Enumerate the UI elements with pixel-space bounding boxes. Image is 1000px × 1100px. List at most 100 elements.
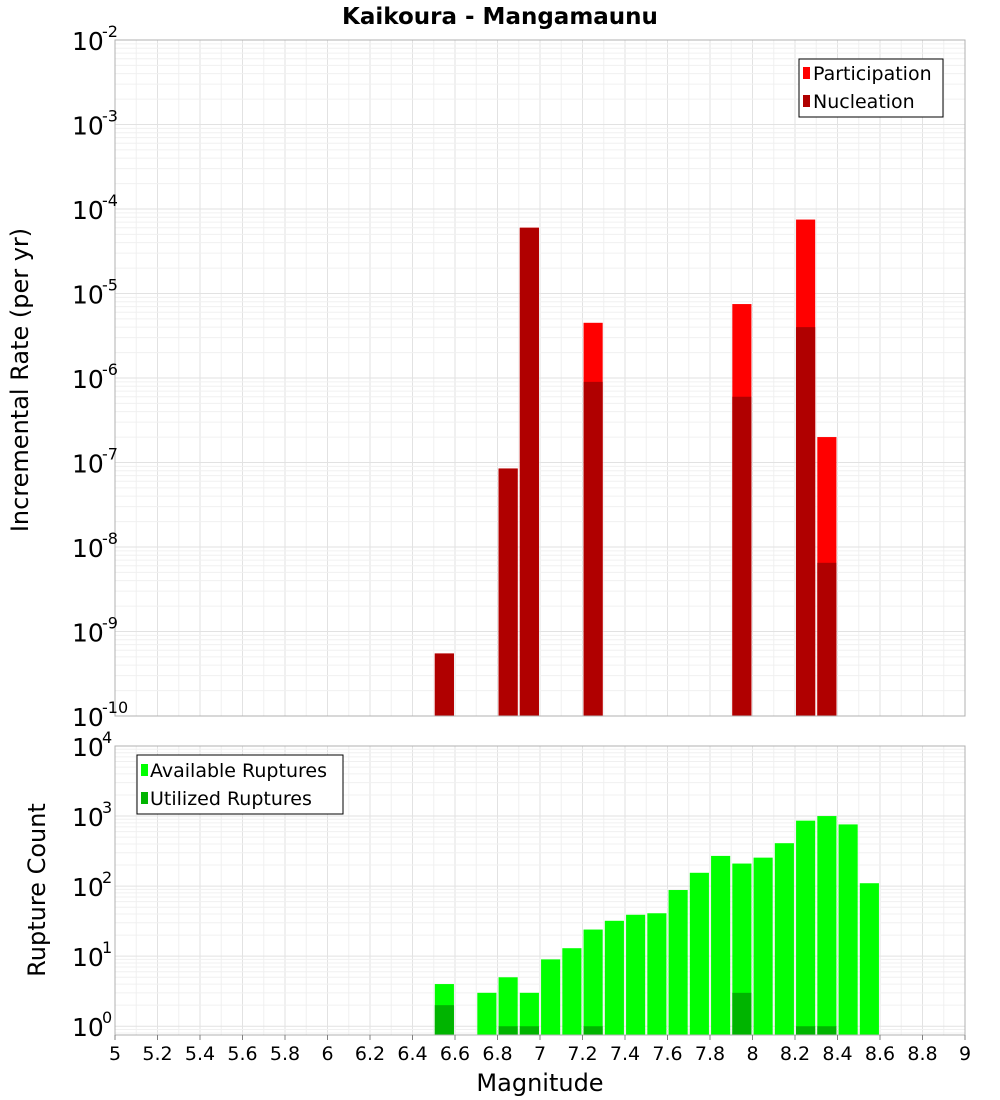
bar-available [477,992,497,1035]
x-ticks: 5 5.2 5.4 5.6 5.8 6 6.2 6.4 6.6 6.8 7 7.2 7.4 7.6 7.8 8… [109,1035,971,1065]
y-tick-label: 10 [72,112,104,141]
y-tick-label: 10 [72,619,104,648]
bar-utilized [519,1026,539,1035]
bar-available [774,843,794,1035]
y-tick-label: 10 [72,733,104,762]
y-tick-exponent: -10 [102,698,128,717]
y-tick-label: 10 [72,365,104,394]
count-legend: Available Ruptures Utilized Ruptures [136,754,344,815]
bar-nucleation [498,468,518,716]
y-tick-label: 10 [72,943,104,972]
x-tick-label: 5.2 [142,1043,172,1065]
bar-available [796,820,816,1035]
bar-available [753,857,773,1035]
x-tick-label: 6.8 [482,1043,512,1065]
count-y-axis-label: Rupture Count [23,803,51,977]
y-tick-label: 10 [72,450,104,479]
bar-available [519,992,539,1035]
legend-swatch-available [141,764,148,776]
bar-available [859,883,879,1035]
y-tick-exponent: -8 [102,529,118,548]
y-tick-exponent: 2 [102,868,112,887]
x-tick-label: 7.2 [567,1043,597,1065]
x-tick-label: 5.6 [227,1043,257,1065]
y-tick-label: 10 [72,703,104,732]
y-tick-exponent: 0 [102,1008,112,1027]
legend-swatch-utilized [141,792,148,804]
x-tick-label: 7.4 [610,1043,640,1065]
bar-available [689,872,709,1035]
bar-available [541,959,561,1035]
y-tick-exponent: -6 [102,360,118,379]
bar-available [604,920,624,1035]
x-tick-label: 6.2 [355,1043,385,1065]
x-tick-label: 7 [534,1043,546,1065]
y-tick-label: 10 [72,534,104,563]
x-tick-label: 8 [746,1043,758,1065]
y-tick-label: 10 [72,873,104,902]
bar-nucleation [434,653,454,716]
x-tick-label: 7.6 [652,1043,682,1065]
x-tick-label: 6.4 [397,1043,427,1065]
y-tick-exponent: -7 [102,445,118,464]
legend-label-participation: Participation [813,63,932,85]
x-tick-label: 8.4 [822,1043,852,1065]
bar-utilized [434,1005,454,1035]
y-tick-label: 10 [72,281,104,310]
bar-available [711,855,731,1035]
x-tick-label: 8.8 [907,1043,937,1065]
rate-gridlines [114,39,966,717]
y-tick-label: 10 [72,1013,104,1042]
bar-available [732,863,752,1035]
legend-label-available: Available Ruptures [150,760,327,782]
x-tick-label: 8.6 [865,1043,895,1065]
count-legend-box [136,754,344,815]
x-tick-label: 5.4 [185,1043,215,1065]
y-tick-label: 10 [72,27,104,56]
bar-available [626,914,646,1035]
y-tick-label: 10 [72,803,104,832]
bar-nucleation [583,381,603,716]
legend-swatch-participation [803,67,810,79]
x-tick-label: 6 [321,1043,333,1065]
bar-nucleation [796,327,816,716]
rate-plot-border [114,39,966,717]
legend-label-nucleation: Nucleation [813,91,915,113]
x-tick-label: 8.2 [780,1043,810,1065]
rate-bars [434,219,837,717]
bar-available [817,816,837,1035]
rate-legend: Participation Nucleation [798,58,944,118]
rate-legend-box [798,58,944,118]
bar-available [498,977,518,1035]
rate-y-axis-label: Incremental Rate (per yr) [6,228,34,532]
bar-nucleation [817,562,837,716]
y-tick-exponent: 1 [102,938,112,957]
x-tick-label: 9 [959,1043,971,1065]
bar-utilized [817,1026,837,1035]
x-tick-label: 6.6 [440,1043,470,1065]
bar-available [583,929,603,1035]
x-tick-label: 7.8 [695,1043,725,1065]
bar-utilized [583,1026,603,1035]
bar-utilized [732,992,752,1035]
bar-available [562,948,582,1035]
bar-available [838,824,858,1035]
x-tick-label: 5.8 [270,1043,300,1065]
bar-available [647,913,667,1035]
legend-label-utilized: Utilized Ruptures [150,788,312,810]
legend-swatch-nucleation [803,95,810,107]
y-tick-exponent: -9 [102,614,118,633]
bar-utilized [796,1026,816,1035]
y-tick-exponent: -3 [102,107,118,126]
count-bars [434,816,879,1035]
bar-nucleation [732,396,752,716]
y-tick-exponent: -2 [102,22,118,41]
bar-available [668,890,688,1035]
y-tick-exponent: -5 [102,276,118,295]
bar-utilized [498,1026,518,1035]
